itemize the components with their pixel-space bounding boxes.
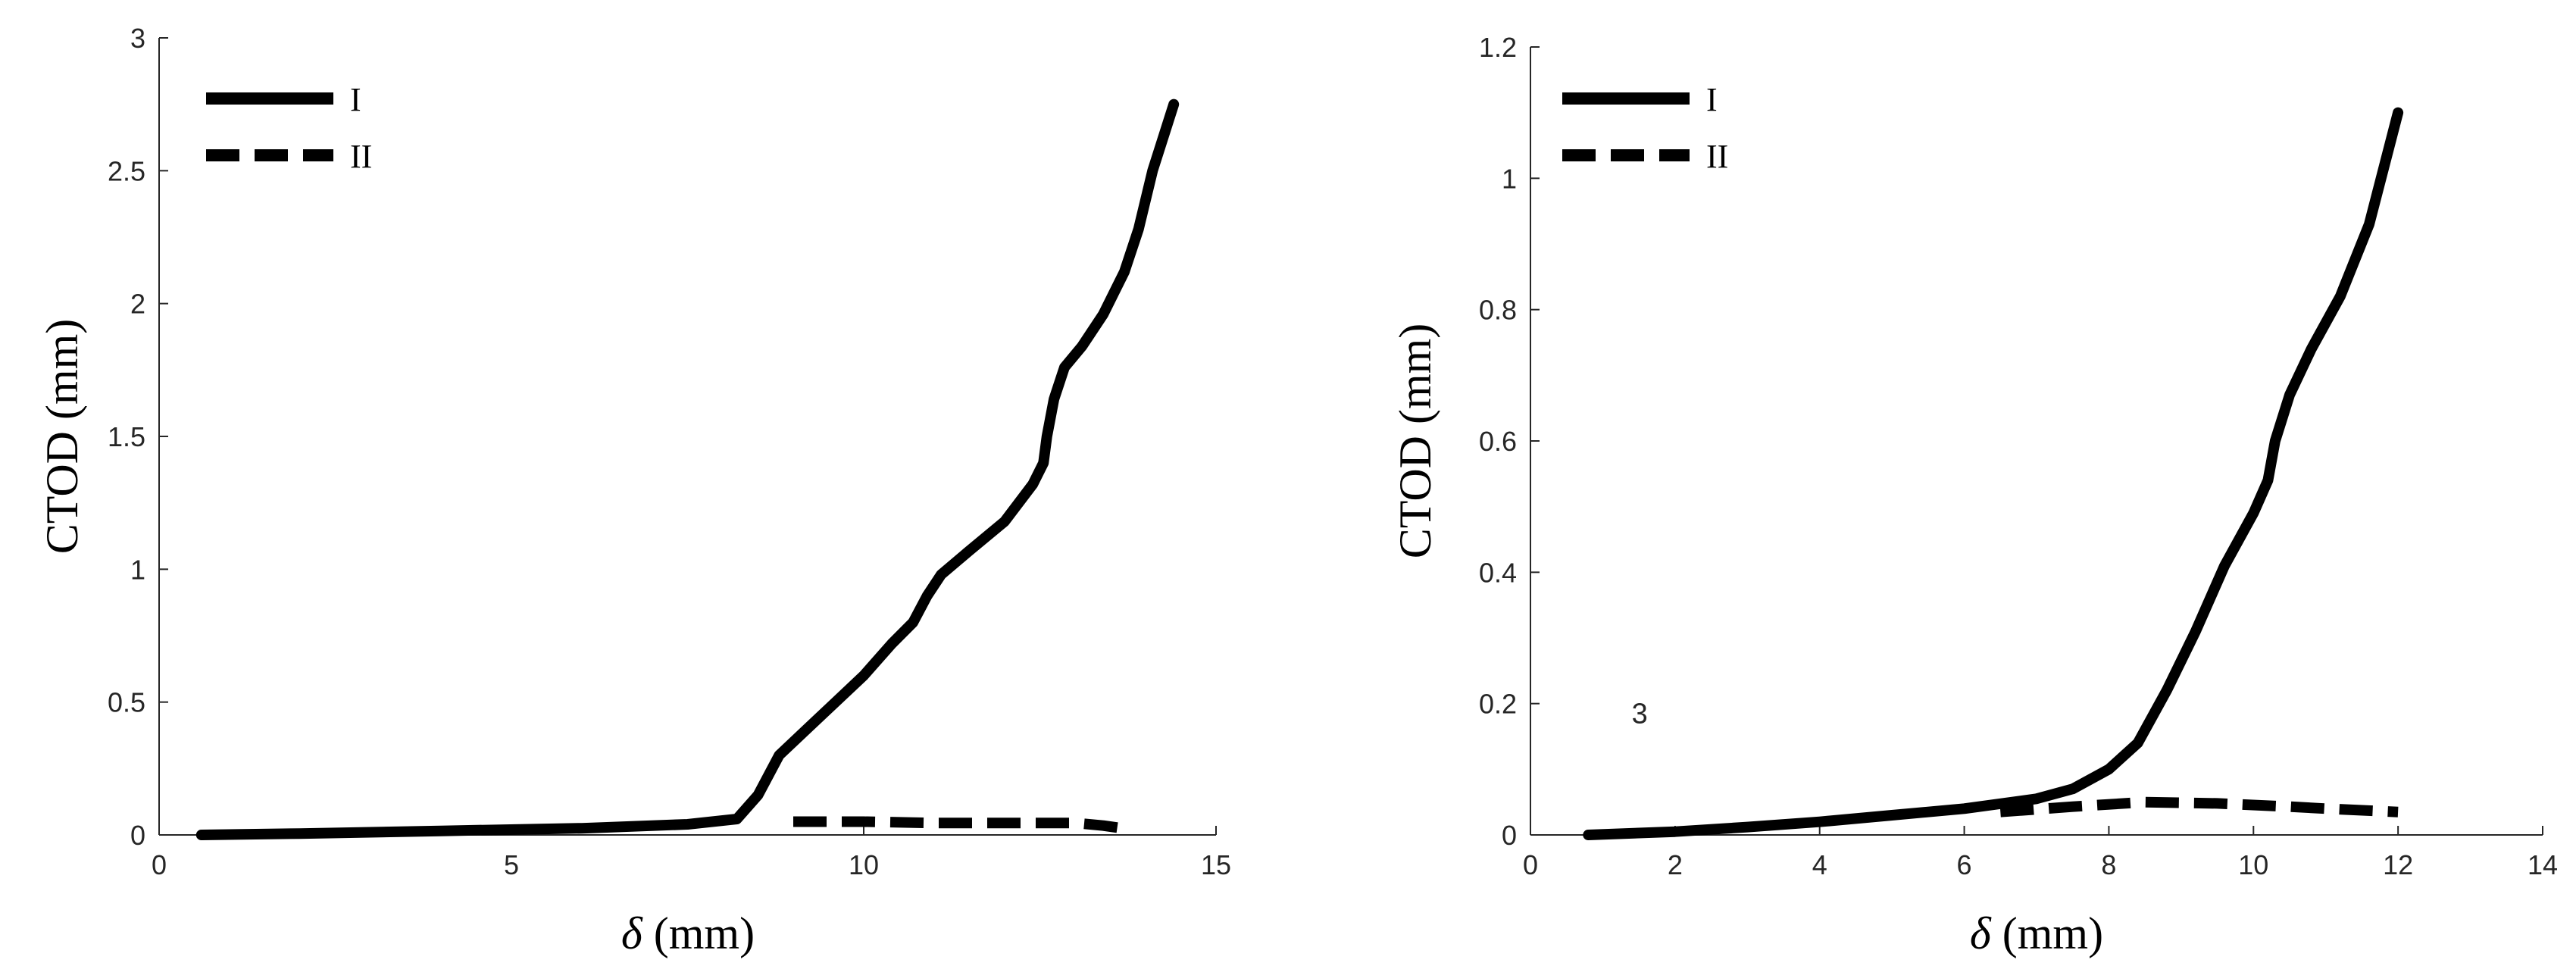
x-axis-symbol: δ bbox=[1970, 908, 1992, 958]
x-axis-label: δ (mm) bbox=[1970, 908, 2103, 958]
x-tick-label: 8 bbox=[2101, 849, 2116, 880]
legend-left: I II bbox=[206, 81, 372, 175]
y-tick-label: 0.4 bbox=[1479, 557, 1517, 588]
y-tick-label: 0.5 bbox=[108, 687, 145, 718]
y-tick-label: 0 bbox=[130, 820, 145, 851]
series-group-right bbox=[1583, 107, 2404, 840]
chart-panel-right: 0 2 4 6 8 10 12 14 0 0.2 0.4 0.6 0.8 1 1.2 I II 3 CTO… bbox=[1390, 32, 2558, 958]
x-axis-label: δ (mm) bbox=[621, 908, 755, 958]
x-tick-label: 14 bbox=[2528, 849, 2558, 880]
y-tick-label: 2 bbox=[130, 289, 145, 320]
legend-label: I bbox=[350, 81, 361, 118]
y-tick-label: 1 bbox=[1502, 163, 1517, 194]
x-axis-symbol: δ bbox=[621, 908, 643, 958]
x-axis-unit: (mm) bbox=[642, 908, 755, 958]
legend-label: I bbox=[1706, 81, 1718, 118]
x-tick-label: 0 bbox=[152, 849, 167, 880]
y-tick-label: 2.5 bbox=[108, 155, 145, 186]
series-group-left bbox=[195, 98, 1180, 840]
y-axis-label: CTOD (mm) bbox=[37, 319, 87, 555]
annotation-text: 3 bbox=[1632, 699, 1648, 730]
x-ticks-right: 0 2 4 6 8 10 12 14 bbox=[1523, 826, 2558, 880]
x-axis-unit: (mm) bbox=[1991, 908, 2103, 958]
x-tick-label: 6 bbox=[1957, 849, 1972, 880]
x-tick-label: 12 bbox=[2383, 849, 2413, 880]
x-tick-label: 10 bbox=[849, 849, 879, 880]
y-ticks-left: 0 0.5 1 1.5 2 2.5 3 bbox=[108, 23, 168, 851]
x-tick-label: 0 bbox=[1523, 849, 1538, 880]
y-tick-label: 1 bbox=[130, 554, 145, 585]
chart-panel-left: 0 5 10 15 0 0.5 1 1.5 2 2.5 3 I II CTOD (mm) δ (m… bbox=[37, 23, 1231, 958]
plot-area-right bbox=[1530, 47, 2543, 836]
series-line-dashed bbox=[1999, 796, 2399, 818]
legend-label: II bbox=[350, 138, 372, 175]
legend-label: II bbox=[1706, 138, 1728, 175]
y-tick-label: 0.8 bbox=[1479, 295, 1517, 326]
y-tick-label: 1.5 bbox=[108, 421, 145, 452]
y-axis-label: CTOD (mm) bbox=[1390, 324, 1440, 559]
y-tick-label: 1.2 bbox=[1479, 32, 1517, 63]
series-line-solid bbox=[195, 98, 1180, 840]
x-tick-label: 5 bbox=[504, 849, 519, 880]
x-ticks-left: 0 5 10 15 bbox=[152, 826, 1231, 880]
series-line-solid bbox=[1583, 107, 2404, 840]
x-tick-label: 15 bbox=[1201, 849, 1231, 880]
legend-right: I II bbox=[1562, 81, 1728, 175]
y-tick-label: 3 bbox=[130, 23, 145, 54]
series-line-dashed bbox=[793, 816, 1133, 835]
x-tick-label: 2 bbox=[1668, 849, 1683, 880]
y-ticks-right: 0 0.2 0.4 0.6 0.8 1 1.2 bbox=[1479, 32, 1540, 851]
y-tick-label: 0 bbox=[1502, 820, 1517, 851]
x-tick-label: 4 bbox=[1812, 849, 1827, 880]
y-tick-label: 0.2 bbox=[1479, 689, 1517, 720]
y-tick-label: 0.6 bbox=[1479, 426, 1517, 457]
x-tick-label: 10 bbox=[2238, 849, 2268, 880]
